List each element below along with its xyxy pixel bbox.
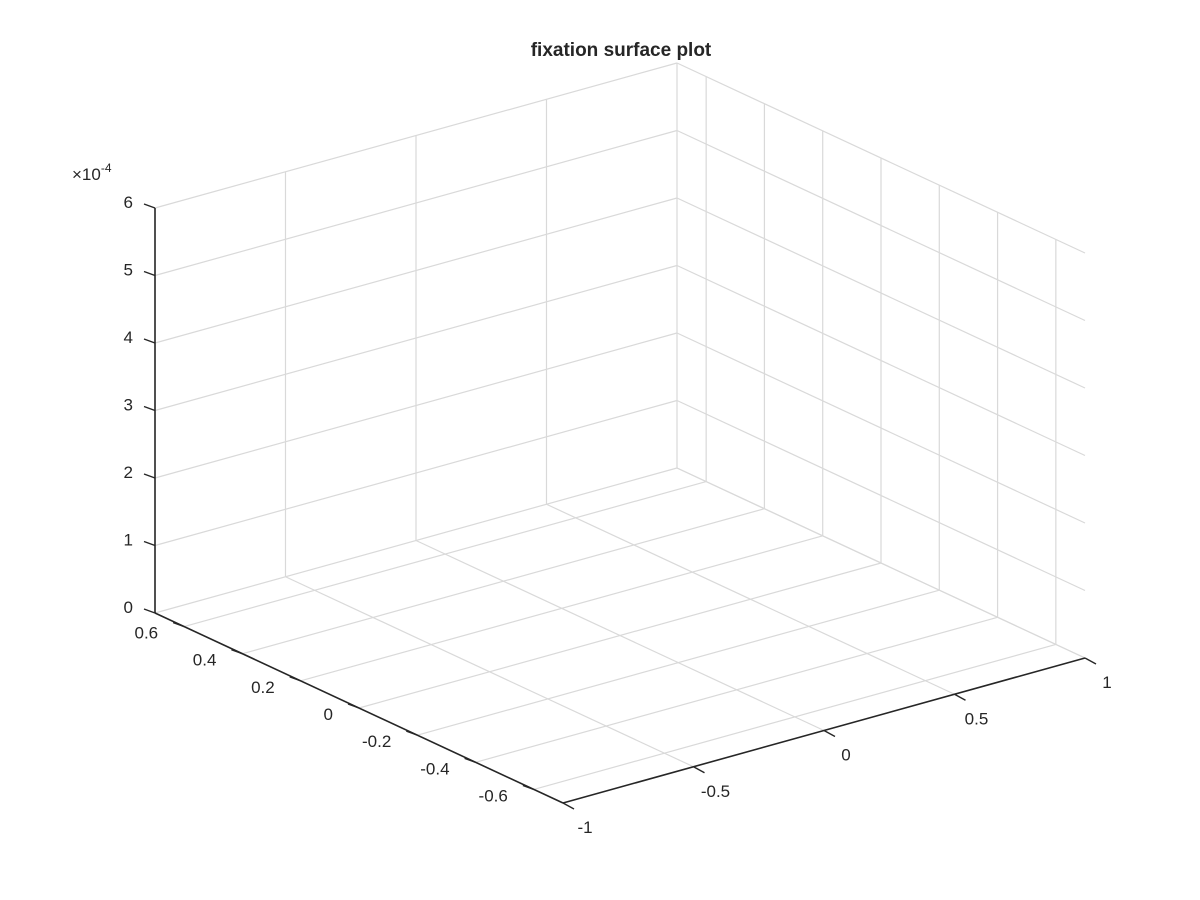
grid-line-backwall-z xyxy=(154,197,678,344)
z-tick-mark xyxy=(143,203,156,209)
z-tick-label: 5 xyxy=(124,261,133,280)
axes xyxy=(143,203,1097,810)
z-tick-label: 0 xyxy=(124,598,133,617)
y-tick-label: -0.4 xyxy=(420,759,449,778)
x-tick-label: -0.5 xyxy=(701,782,730,801)
y-tick-mark xyxy=(522,784,535,791)
grid-line-sidewall-z xyxy=(676,332,1086,524)
grid-line-backwall-z xyxy=(154,62,678,209)
x-tick-label: -1 xyxy=(577,818,592,837)
z-tick-label: 4 xyxy=(124,328,133,347)
grid-line-sidewall-z xyxy=(676,264,1086,457)
x-tick-mark xyxy=(693,766,705,774)
z-tick-mark xyxy=(143,405,156,412)
x-tick-label: 1 xyxy=(1102,673,1111,692)
grid-line-floor-y xyxy=(417,589,940,736)
grid-line-backwall-z xyxy=(154,399,678,547)
chart-title: fixation surface plot xyxy=(531,40,712,61)
y-tick-mark xyxy=(231,649,243,655)
y-tick-label: -0.2 xyxy=(362,732,391,751)
z-exponent-prefix: ×10 xyxy=(72,165,101,184)
z-tick-mark xyxy=(143,608,156,614)
y-tick-mark xyxy=(347,703,360,709)
grid-line-sidewall-z xyxy=(676,129,1086,322)
z-tick-mark xyxy=(143,338,156,344)
grid-lines xyxy=(154,62,1086,804)
grid-line-backwall-z xyxy=(154,129,678,277)
grid-line-floor-y xyxy=(242,508,765,655)
x-tick-mark xyxy=(1084,657,1097,665)
grid-line-floor-y xyxy=(533,643,1057,791)
y-tick-mark xyxy=(172,621,185,628)
grid-line-floor-y xyxy=(475,616,998,763)
grid-line-backwall-z xyxy=(154,467,678,614)
grid-line-floor-y xyxy=(358,562,882,709)
z-tick-label: 3 xyxy=(124,396,133,415)
y-tick-mark xyxy=(406,730,418,736)
z-tick-mark xyxy=(143,473,156,479)
grid-line-backwall-z xyxy=(154,264,678,412)
z-tick-label: 2 xyxy=(124,463,133,482)
grid-line-sidewall-z xyxy=(676,467,1086,659)
grid-line-floor-y xyxy=(300,535,823,682)
y-tick-label: 0.4 xyxy=(193,651,217,670)
grid-line-sidewall-z xyxy=(676,62,1086,254)
y-tick-label: -0.6 xyxy=(479,786,508,805)
z-tick-mark xyxy=(143,270,156,277)
y-tick-label: 0.2 xyxy=(251,678,275,697)
grid-line-sidewall-z xyxy=(676,197,1086,389)
z-tick-label: 1 xyxy=(124,531,133,550)
x-tick-mark xyxy=(562,802,575,810)
z-tick-mark xyxy=(143,540,156,547)
grid-line-floor-y xyxy=(183,480,707,628)
z-tick-label: 6 xyxy=(124,193,133,212)
x-tick-mark xyxy=(954,693,966,701)
y-tick-label: 0 xyxy=(324,705,333,724)
x-tick-label: 0 xyxy=(841,746,850,765)
z-exponent-power: -4 xyxy=(101,161,112,175)
x-tick-label: 0.5 xyxy=(965,709,989,728)
x-tick-mark xyxy=(823,729,836,738)
y-tick-label: 0.6 xyxy=(135,624,159,643)
y-tick-mark xyxy=(464,757,476,763)
grid-line-sidewall-z xyxy=(676,399,1086,592)
y-tick-mark xyxy=(289,676,301,682)
grid-line-backwall-z xyxy=(154,332,678,479)
z-exponent-label: ×10-4 xyxy=(72,161,112,184)
